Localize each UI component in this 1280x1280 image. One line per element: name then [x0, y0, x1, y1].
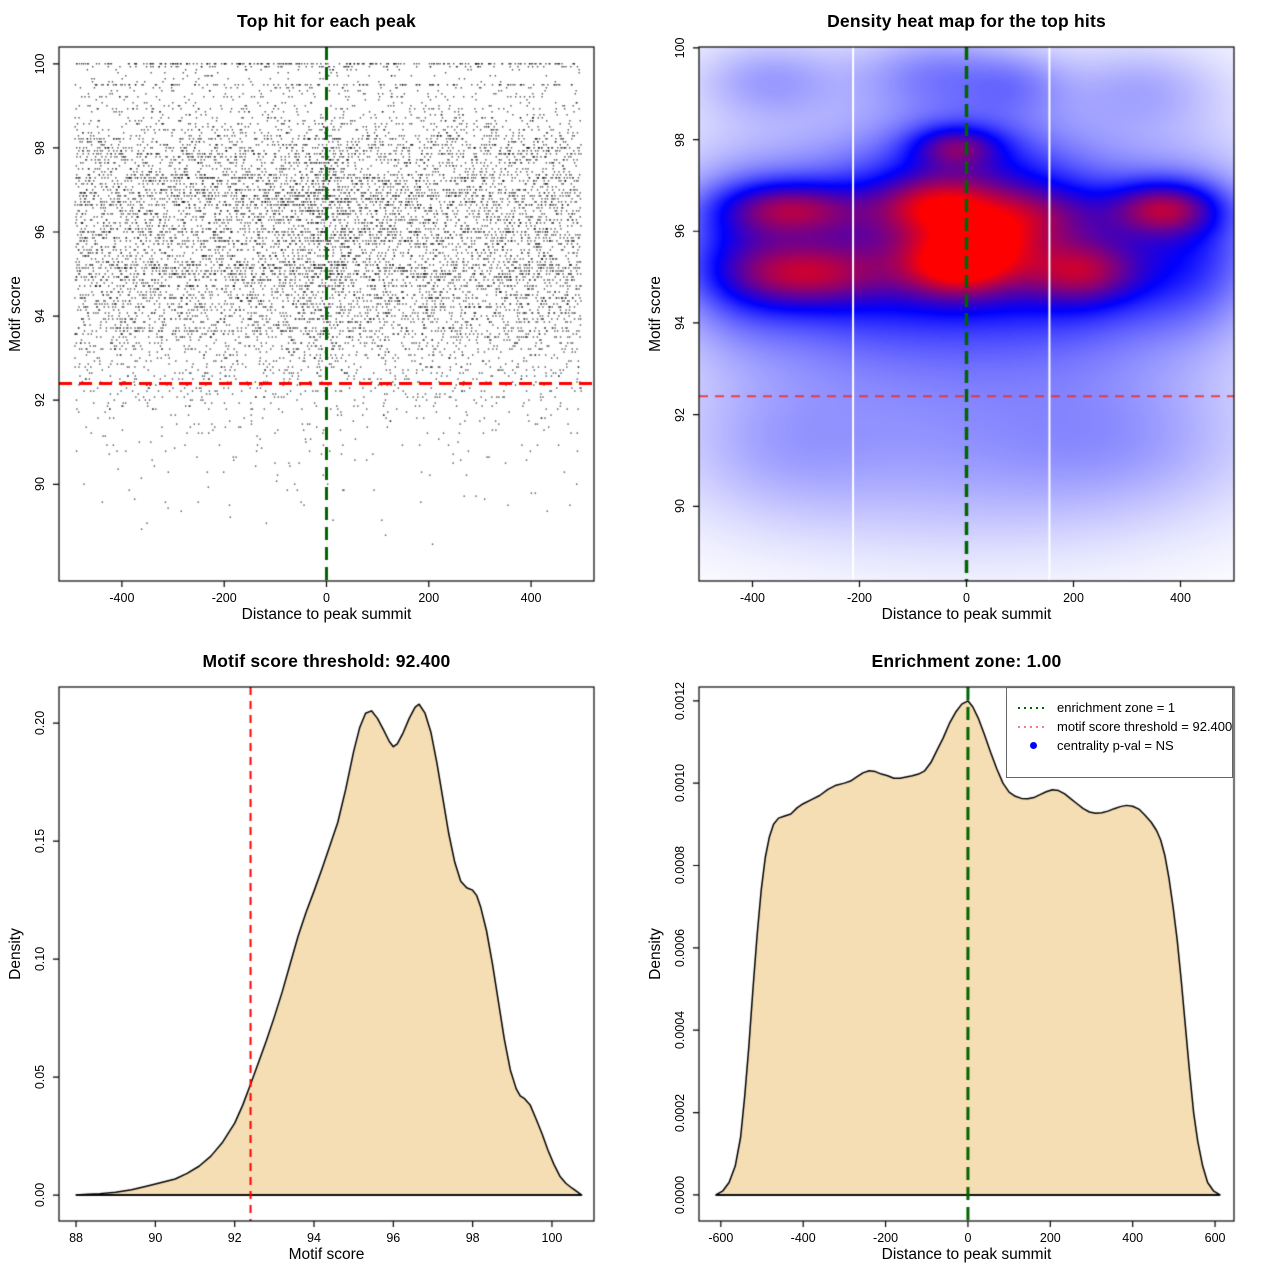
y-tick-label: 0.10: [33, 946, 47, 972]
chart-title: Motif score threshold: 92.400: [202, 651, 451, 671]
legend-label: motif score threshold = 92.400: [1057, 719, 1233, 734]
x-tick-label: 100: [541, 1231, 563, 1245]
green-dotted-line-swatch: [1018, 706, 1048, 709]
y-tick-label: 94: [673, 315, 687, 330]
blue-dot-swatch: [1018, 742, 1048, 749]
heatmap-canvas: [640, 0, 1280, 640]
legend-row-score-threshold: motif score threshold = 92.400: [1007, 717, 1232, 736]
legend-row-centrality-pval: centrality p-val = NS: [1007, 736, 1232, 755]
y-tick-label: 92: [33, 393, 47, 408]
y-tick-label: 94: [33, 309, 47, 324]
y-tick-label: 92: [673, 407, 687, 422]
x-tick-label: -400: [790, 1231, 816, 1245]
x-axis-label: Distance to peak summit: [881, 606, 1052, 623]
y-tick-label: 96: [33, 225, 47, 239]
x-tick-label: 90: [148, 1231, 163, 1245]
y-tick-label: 98: [33, 140, 47, 155]
y-tick-label: 100: [673, 37, 687, 59]
y-tick-label: 100: [33, 53, 47, 75]
x-tick-label: 0: [323, 591, 330, 605]
x-tick-label: -400: [739, 591, 766, 605]
y-tick-label: 98: [673, 132, 687, 147]
x-tick-label: -600: [708, 1231, 734, 1245]
y-tick-label: 0.0002: [673, 1093, 687, 1132]
x-tick-label: 96: [386, 1231, 401, 1245]
x-tick-label: 88: [69, 1231, 83, 1245]
plot-legend: enrichment zone = 1 motif score threshol…: [1006, 687, 1233, 778]
x-tick-label: -200: [873, 1231, 899, 1245]
legend-row-enrichment-zone: enrichment zone = 1: [1007, 698, 1232, 717]
x-axis-label: Distance to peak summit: [241, 606, 412, 623]
y-tick-label: 0.0010: [673, 764, 687, 803]
y-tick-label: 0.0012: [673, 681, 687, 720]
y-tick-label: 0.0006: [673, 928, 687, 967]
x-tick-label: 400: [1170, 591, 1191, 605]
y-tick-label: 90: [673, 499, 687, 514]
y-axis-label: Density: [7, 928, 24, 980]
x-axis-label: Motif score: [288, 1246, 365, 1263]
y-tick-label: 0.15: [33, 828, 47, 854]
y-tick-label: 0.0000: [673, 1175, 687, 1215]
score-density-canvas: [0, 640, 640, 1280]
distance-density-canvas: [640, 640, 1280, 1280]
x-tick-label: 92: [227, 1231, 242, 1245]
y-tick-label: 96: [673, 224, 687, 239]
y-tick-label: 0.20: [33, 710, 47, 736]
y-axis-label: Motif score: [7, 276, 24, 352]
x-tick-label: 94: [307, 1231, 321, 1245]
panel-score-density: Motif score threshold: 92.400 Motif scor…: [0, 640, 640, 1280]
y-tick-label: 0.05: [33, 1064, 47, 1090]
x-tick-label: 600: [1204, 1231, 1226, 1245]
x-tick-label: 200: [418, 591, 440, 605]
x-tick-label: 400: [1122, 1231, 1144, 1245]
scatter-plot-canvas: [0, 0, 640, 640]
red-dotted-line-swatch: [1018, 725, 1048, 728]
panel-density-heatmap: Density heat map for the top hits Distan…: [640, 0, 1280, 640]
panel-top-hit-scatter: Top hit for each peak Distance to peak s…: [0, 0, 640, 640]
x-tick-label: 400: [520, 591, 542, 605]
x-tick-label: -200: [846, 591, 873, 605]
y-axis-label: Density: [647, 928, 664, 980]
chart-title: Enrichment zone: 1.00: [871, 651, 1062, 671]
panel-distance-density: Enrichment zone: 1.00 Distance to peak s…: [640, 640, 1280, 1280]
x-tick-label: -200: [211, 591, 237, 605]
y-tick-label: 90: [33, 477, 47, 492]
x-tick-label: 0: [964, 1231, 972, 1245]
y-tick-label: 0.0008: [673, 846, 687, 885]
x-tick-label: 98: [465, 1231, 480, 1245]
x-tick-label: 0: [963, 591, 970, 605]
chart-title: Top hit for each peak: [237, 11, 416, 31]
chart-title: Density heat map for the top hits: [827, 11, 1106, 31]
legend-label: centrality p-val = NS: [1057, 738, 1174, 753]
x-tick-label: 200: [1063, 591, 1084, 605]
x-tick-label: -400: [109, 591, 135, 605]
legend-label: enrichment zone = 1: [1057, 700, 1176, 715]
y-axis-label: Motif score: [647, 276, 664, 352]
y-tick-label: 0.0004: [673, 1011, 687, 1050]
x-tick-label: 200: [1039, 1231, 1061, 1245]
x-axis-label: Distance to peak summit: [881, 1246, 1052, 1263]
y-tick-label: 0.00: [33, 1182, 47, 1208]
